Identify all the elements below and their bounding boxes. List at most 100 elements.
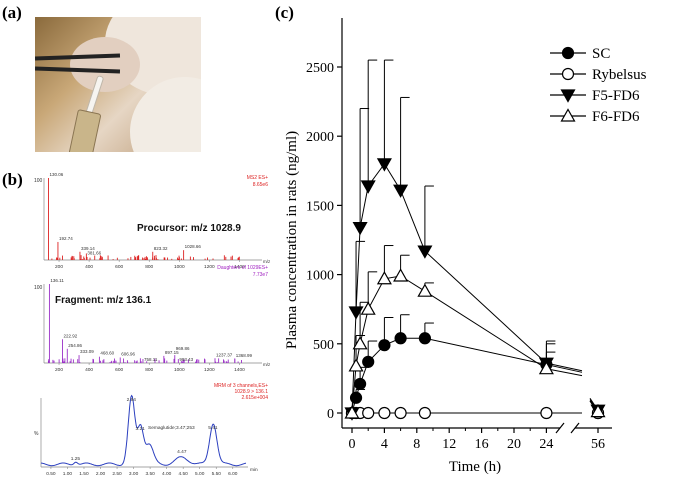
ms-spectrum-fragment: Daughters of 1029ES+ 7.73e7 100 136.11 22… (34, 265, 271, 373)
pk-x-tick-label: 20 (507, 437, 521, 452)
ms2-peak-label: 606.96 (121, 351, 135, 356)
pk-y-tick-label: 1500 (306, 199, 334, 214)
ms1-x-tick-label: 400 (85, 264, 93, 270)
ms1-peak-label: 192.74 (59, 236, 73, 241)
ms1-y-tick: 100 (34, 178, 43, 184)
pk-point-sc (418, 332, 431, 345)
legend-label-f6-fd6: F6-FD6 (592, 109, 640, 125)
legend-label-rybelsus: Rybelsus (592, 67, 647, 83)
legend-label-f5-fd6: F5-FD6 (592, 88, 640, 104)
pk-point-f5-fd6 (417, 245, 433, 259)
chrom-x-tick-label: 6.00 (228, 471, 238, 477)
legend-marker-f5-fd6 (560, 89, 576, 103)
ms1-header-line1: MS2 ES+ (247, 175, 268, 181)
chrom-x-tick-label: 4.00 (162, 471, 172, 477)
ms2-peak-label: 468.60 (100, 351, 114, 356)
chrom-x-tick-label: 1.50 (79, 471, 89, 477)
chrom-x-tick-label: 1.00 (63, 471, 73, 477)
pk-x-tick-label: 24 (539, 437, 553, 452)
ms2-annotation: Fragment: m/z 136.1 (55, 295, 152, 306)
ms2-x-tick-label: 400 (85, 367, 93, 373)
pk-point-f6-fd6 (538, 360, 554, 375)
chrom-y-unit: % (34, 431, 39, 437)
chrom-header-line2: 1028.9 > 136.1 (234, 389, 268, 395)
chrom-x-tick-label: 5.50 (212, 471, 222, 477)
chrom-peak-label: 5.41 (208, 425, 218, 431)
ms2-x-unit: m/z (263, 362, 271, 367)
pk-y-tick-label: 2500 (306, 61, 334, 76)
ms2-header-line1: Daughters of 1029ES+ (217, 265, 268, 271)
pk-x-tick-label: 12 (442, 437, 456, 452)
ms2-y-tick: 100 (34, 285, 43, 291)
chrom-x-tick-label: 3.50 (145, 471, 155, 477)
ms1-x-tick-label: 1000 (174, 264, 185, 270)
ms2-peak-label: 222.92 (63, 333, 77, 338)
ms2-peak-label: 969.86 (176, 346, 190, 351)
ms2-peak-label: 254.86 (68, 343, 82, 348)
ms2-peak-label: 136.11 (50, 278, 64, 283)
ms1-peak-label: 130.06 (50, 172, 64, 177)
pk-x-tick-label: 16 (475, 437, 489, 452)
panel-label-b: (b) (2, 170, 23, 189)
chrom-x-tick-label: 2.50 (112, 471, 122, 477)
ms2-x-tick-label: 1200 (204, 367, 215, 373)
chrom-peak-label: 3.21 (136, 426, 146, 432)
ms1-x-unit: m/z (263, 259, 271, 264)
pk-y-axis-label: Plasma concentration in rats (ng/ml) (284, 131, 300, 349)
legend-marker-rybelsus (561, 67, 575, 81)
chrom-peak-label: 2.94 (127, 397, 137, 403)
ms2-x-tick-label: 800 (145, 367, 153, 373)
ms2-x-tick-label: 200 (55, 367, 63, 373)
ms2-peak-label: 993.43 (179, 357, 193, 362)
pk-x-tick-label: 4 (381, 437, 388, 452)
pk-point-rybelsus (540, 406, 553, 420)
pk-point-f6-fd6 (590, 403, 606, 418)
pk-point-sc (378, 339, 391, 352)
ms2-x-tick-label: 1400 (234, 367, 245, 373)
pk-point-f6-fd6 (344, 405, 360, 419)
pk-x-tick-label: 8 (413, 437, 420, 452)
chrom-x-tick-label: 5.00 (195, 471, 205, 477)
ms1-peak-label: 339.14 (81, 246, 95, 251)
pk-x-tick-label: 56 (591, 437, 605, 452)
rat-dosing-photo (35, 17, 201, 152)
pk-point-f6-fd6 (360, 301, 376, 315)
ms1-x-tick-label: 200 (55, 264, 63, 270)
pk-line-f5-fd6 (351, 163, 547, 414)
pk-point-f6-fd6 (352, 336, 368, 350)
pk-y-tick-label: 1000 (306, 269, 334, 284)
chrom-x-tick-label: 2.00 (96, 471, 106, 477)
pk-point-f6-fd6 (376, 271, 392, 285)
ms2-peak-label: 897.15 (165, 350, 179, 355)
mrm-chromatogram: MRM of 3 channels,ES+ 1028.9 > 136.1 2.6… (34, 383, 268, 477)
pk-point-sc (362, 355, 375, 368)
ms1-annotation: Procursor: m/z 1028.9 (137, 223, 241, 234)
pk-point-rybelsus (394, 406, 407, 420)
ms2-peak-label: 1237.37 (216, 352, 233, 357)
pk-point-f6-fd6 (417, 283, 433, 297)
ms1-x-tick-label: 1200 (204, 264, 215, 270)
legend-label-sc: SC (592, 46, 610, 62)
ms2-x-tick-label: 600 (115, 367, 123, 373)
ms1-peak-label: 381.66 (87, 250, 101, 255)
pk-point-f5-fd6 (393, 184, 409, 198)
pk-y-tick-label: 2000 (306, 130, 334, 145)
ms2-x-tick-label: 1000 (174, 367, 185, 373)
pk-x-tick-label: 0 (349, 437, 356, 452)
pk-point-sc (349, 391, 363, 404)
panel-label-c: (c) (275, 3, 294, 22)
pk-point-rybelsus (378, 406, 391, 420)
pk-x-axis-label: Time (h) (449, 459, 501, 475)
pk-point-f5-fd6 (360, 180, 376, 194)
legend-marker-sc (561, 46, 575, 60)
pk-point-f5-fd6 (352, 221, 368, 236)
ms-spectrum-precursor: MS2 ES+ 8.65e6 100 130.06 192.74 339.14381… (34, 172, 271, 270)
ms1-header-line2: 8.65e6 (253, 182, 269, 188)
pk-axis-break-mark (570, 422, 580, 434)
pk-point-f5-fd6 (376, 158, 392, 172)
pk-point-rybelsus (418, 406, 431, 420)
ms1-peak-label: 823.32 (154, 246, 168, 251)
pk-axis-break-mark (555, 422, 565, 434)
ms2-peak-label: 1368.99 (236, 353, 253, 358)
pk-point-f6-fd6 (348, 358, 364, 372)
